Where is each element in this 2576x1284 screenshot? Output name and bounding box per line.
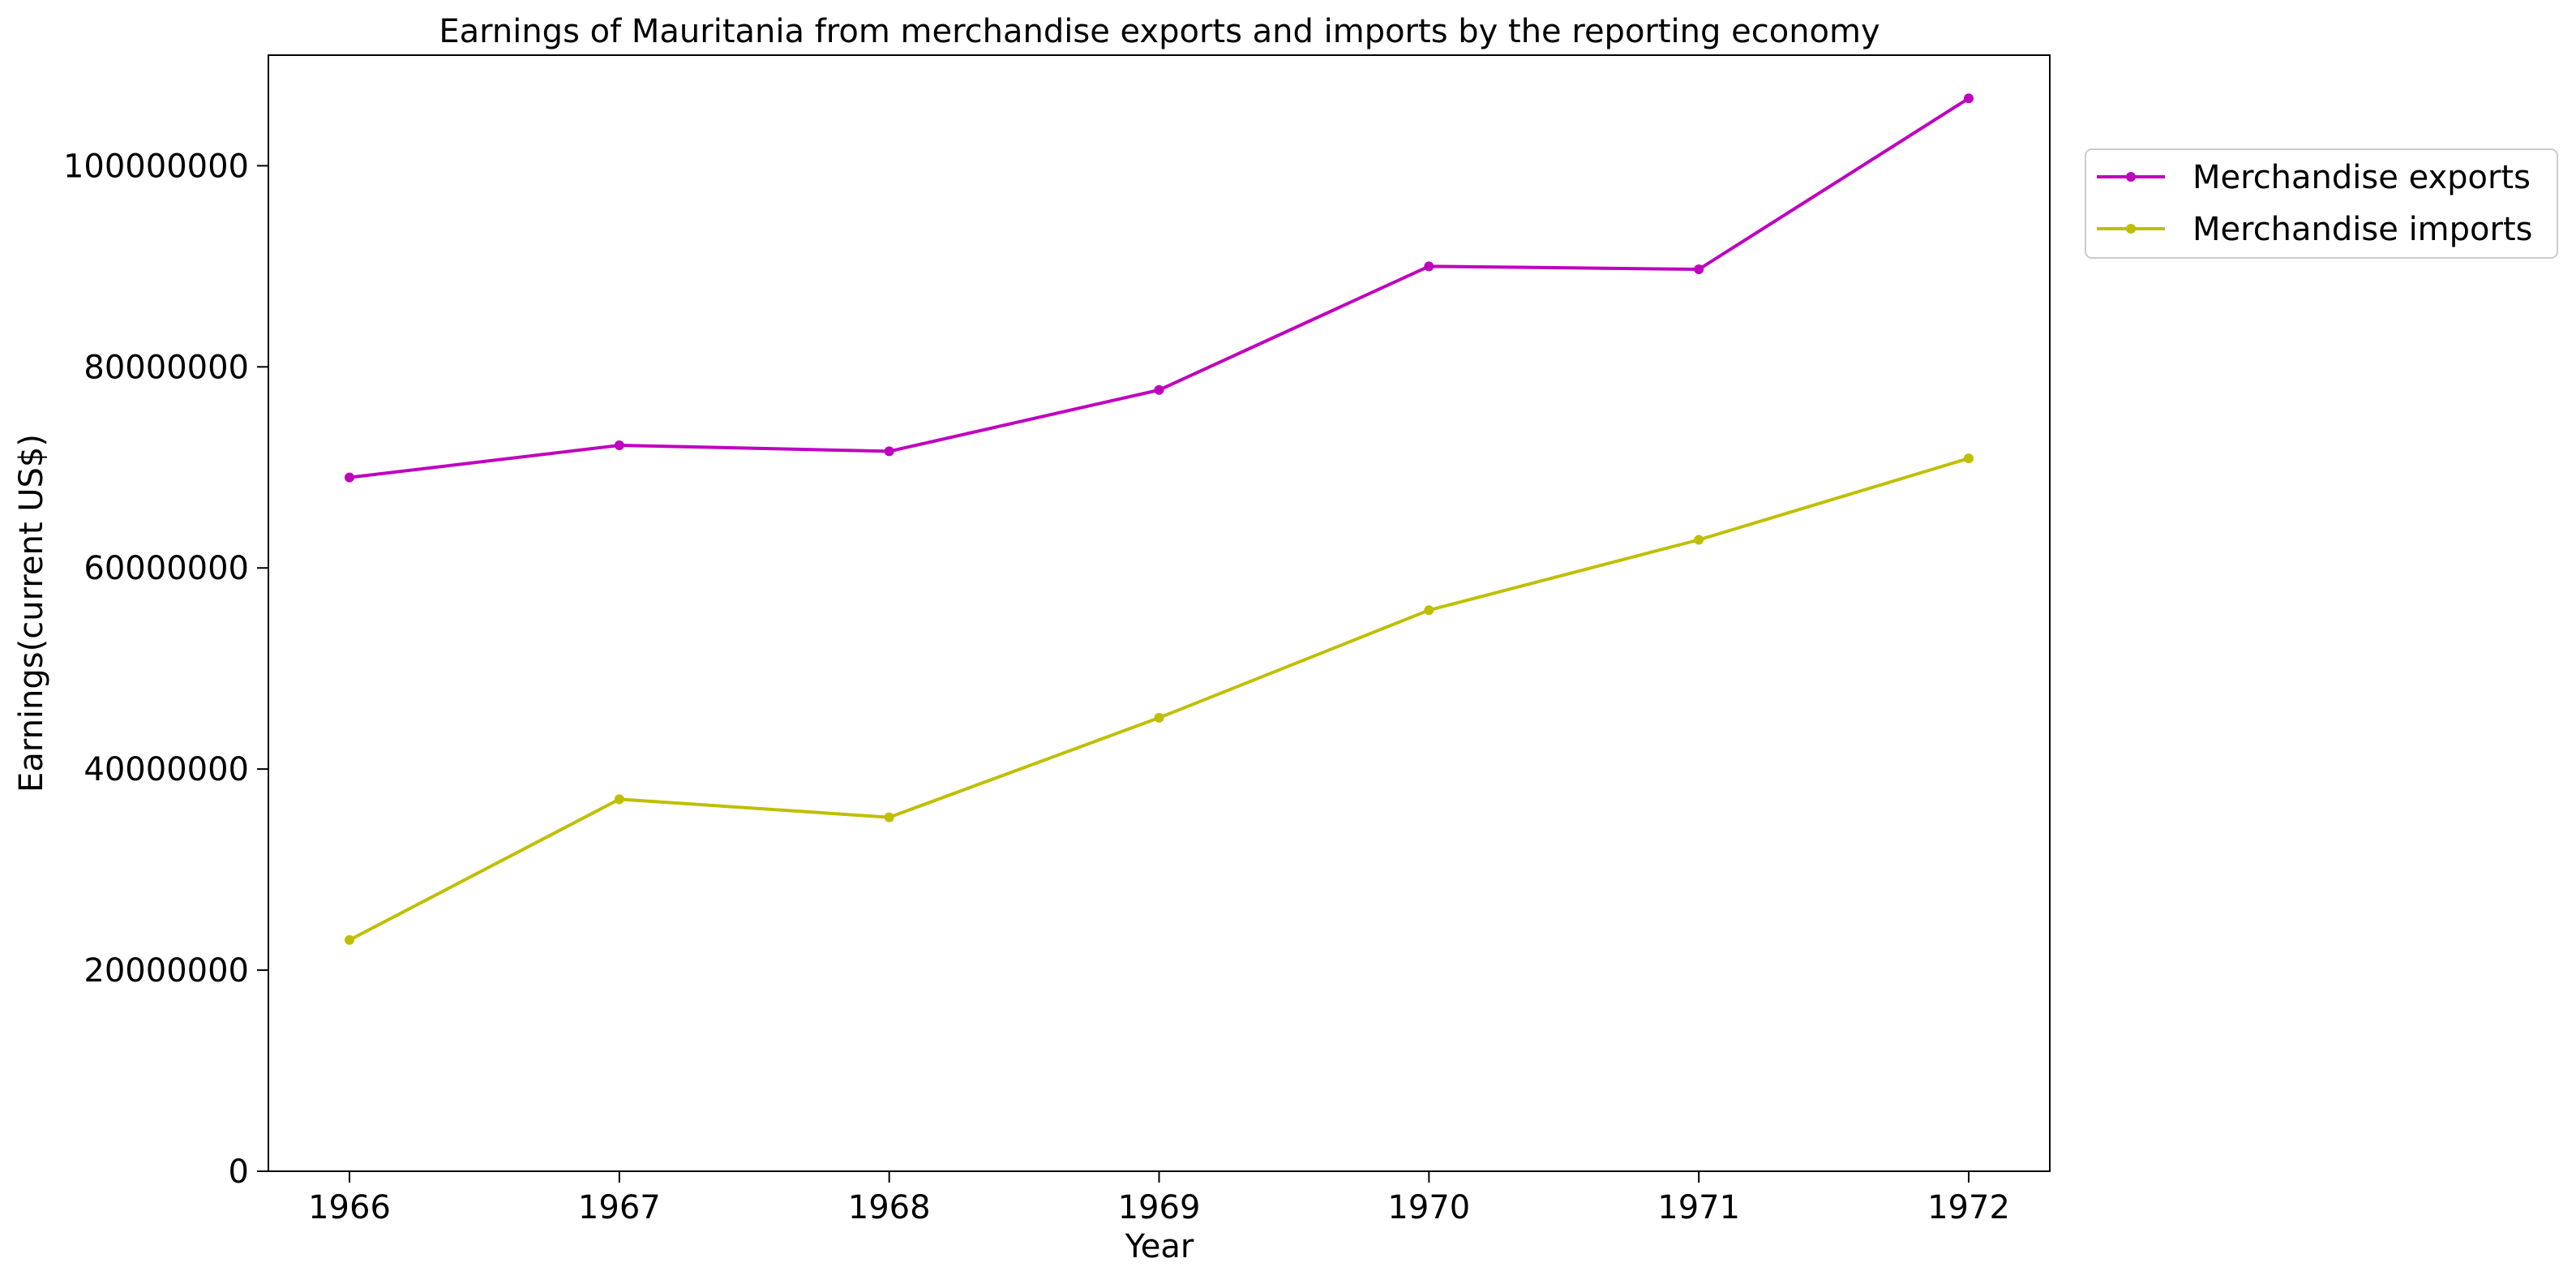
plot-area-frame (268, 54, 2051, 1172)
legend: Merchandise exports Merchandise imports (2085, 148, 2558, 259)
x-tick-label: 1969 (1118, 1189, 1201, 1226)
data-point (1694, 535, 1704, 545)
series-exports (345, 93, 1974, 483)
legend-label: Merchandise exports (2192, 159, 2531, 196)
data-point (1154, 712, 1164, 723)
data-point (614, 440, 624, 450)
y-tick-label: 100000000 (63, 148, 249, 185)
chart-title: Earnings of Mauritania from merchandise … (439, 13, 1879, 50)
x-tick-label: 1971 (1657, 1189, 1740, 1226)
x-tick-label: 1970 (1387, 1189, 1470, 1226)
legend-swatch-marker (2126, 172, 2136, 182)
y-axis-label: Earnings(current US$) (13, 434, 50, 792)
data-point (1154, 384, 1164, 395)
y-axis-ticks: 0 20000000 40000000 60000000 80000000 1000000… (63, 148, 268, 1191)
data-point (884, 446, 894, 457)
y-tick-label: 60000000 (84, 550, 249, 587)
legend-label: Merchandise imports (2192, 211, 2532, 248)
y-tick-label: 80000000 (84, 349, 249, 386)
data-point (1964, 93, 1974, 104)
x-axis-label: Year (1125, 1228, 1194, 1265)
x-tick-label: 1967 (578, 1189, 661, 1226)
x-tick-label: 1966 (308, 1189, 391, 1226)
data-point (1424, 261, 1434, 272)
data-point (345, 472, 354, 483)
legend-swatch-marker (2126, 224, 2136, 234)
data-point (1424, 605, 1434, 616)
x-axis-ticks: 1966 1967 1968 1969 1970 1971 1972 (308, 1171, 2010, 1226)
y-tick-label: 20000000 (84, 952, 249, 990)
data-point (1964, 453, 1974, 464)
y-tick-label: 40000000 (84, 751, 249, 788)
y-tick-label: 0 (229, 1153, 249, 1191)
series-imports (345, 453, 1974, 945)
data-point (884, 812, 894, 822)
data-point (614, 794, 624, 805)
x-tick-label: 1972 (1927, 1189, 2010, 1226)
legend-box (2085, 148, 2558, 259)
series-layer (345, 93, 1974, 945)
data-point (345, 934, 354, 945)
x-tick-label: 1968 (848, 1189, 931, 1226)
data-point (1694, 264, 1704, 275)
